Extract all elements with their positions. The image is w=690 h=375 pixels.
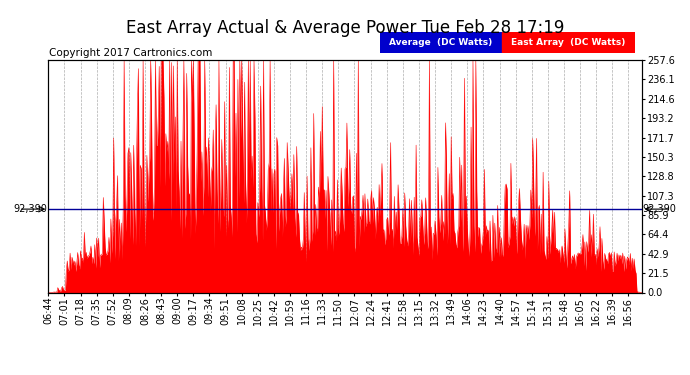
- Text: 92,390: 92,390: [642, 204, 676, 214]
- Bar: [380, 32, 502, 53]
- Text: East Array Actual & Average Power Tue Feb 28 17:19: East Array Actual & Average Power Tue Fe…: [126, 19, 564, 37]
- Text: 92,390: 92,390: [14, 204, 48, 214]
- Text: Copyright 2017 Cartronics.com: Copyright 2017 Cartronics.com: [49, 48, 213, 58]
- Bar: [502, 32, 635, 53]
- Text: East Array  (DC Watts): East Array (DC Watts): [511, 38, 626, 47]
- Text: Average  (DC Watts): Average (DC Watts): [389, 38, 493, 47]
